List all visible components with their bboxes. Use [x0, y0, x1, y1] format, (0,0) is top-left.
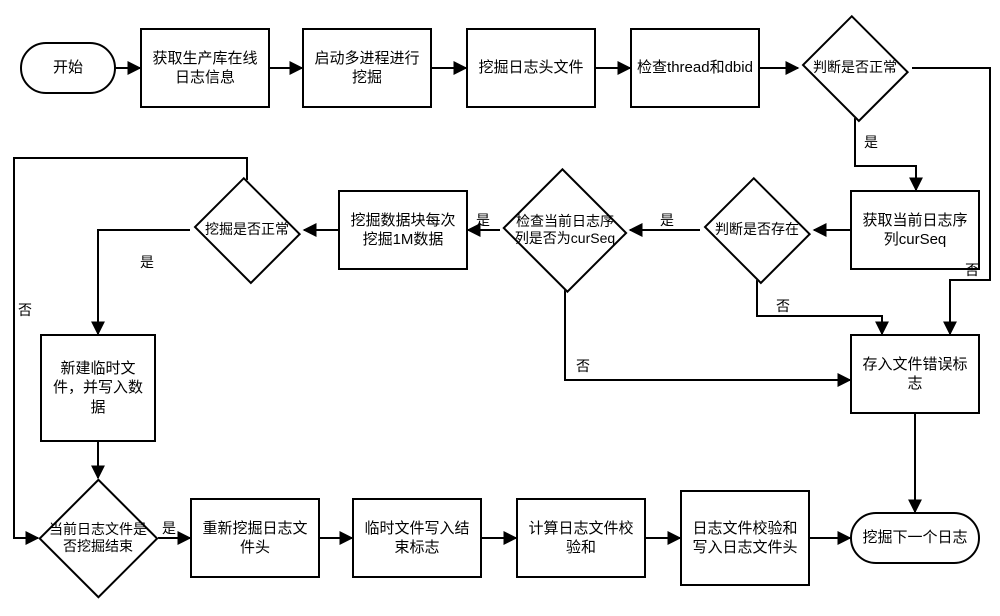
node-next_log: 挖掘下一个日志	[850, 512, 980, 564]
edge-5	[855, 118, 916, 190]
node-temp_write: 临时文件写入结束标志	[352, 498, 482, 578]
node-start_proc: 启动多进程进行挖掘	[302, 28, 432, 108]
node-label: 开始	[53, 58, 83, 78]
node-cur_end: 当前日志文件是否挖掘结束	[38, 478, 158, 598]
node-label: 判断是否正常	[807, 59, 902, 77]
node-label: 计算日志文件校验和	[522, 519, 640, 558]
node-label: 获取当前日志序列curSeq	[856, 211, 974, 250]
node-mine_header: 挖掘日志头文件	[466, 28, 596, 108]
node-re_mine: 重新挖掘日志文件头	[190, 498, 320, 578]
node-start: 开始	[20, 42, 116, 94]
edge-12	[565, 290, 850, 380]
node-label: 启动多进程进行挖掘	[308, 49, 426, 88]
node-label: 检查thread和dbid	[637, 58, 753, 78]
node-check_curseq: 检查当前日志序列是否为curSeq	[500, 170, 630, 290]
node-calc_check: 计算日志文件校验和	[516, 498, 646, 578]
edge-label-13: 是	[140, 252, 154, 272]
node-get_prod: 获取生产库在线日志信息	[140, 28, 270, 108]
edge-label-16: 是	[162, 518, 176, 538]
node-label: 新建临时文件，并写入数据	[46, 359, 150, 418]
node-label: 存入文件错误标志	[856, 355, 974, 394]
node-label: 重新挖掘日志文件头	[196, 519, 314, 558]
edge-label-9: 是	[476, 210, 490, 230]
edge-label-11: 否	[776, 296, 790, 316]
edge-label-8: 是	[660, 210, 674, 230]
node-label: 挖掘下一个日志	[862, 528, 967, 548]
node-label: 临时文件写入结束标志	[358, 519, 476, 558]
node-label: 判断是否存在	[709, 221, 804, 239]
node-is_exist: 判断是否存在	[700, 180, 814, 280]
node-new_temp: 新建临时文件，并写入数据	[40, 334, 156, 442]
node-label: 挖掘是否正常	[199, 221, 294, 239]
edge-label-14: 否	[18, 300, 32, 320]
edge-13	[98, 230, 190, 334]
node-check_thread: 检查thread和dbid	[630, 28, 760, 108]
node-label: 检查当前日志序列是否为curSeq	[510, 213, 620, 248]
node-label: 当前日志文件是否挖掘结束	[48, 521, 149, 556]
edge-label-6: 否	[965, 260, 979, 280]
node-label: 日志文件校验和写入日志文件头	[686, 519, 804, 558]
node-write_check: 日志文件校验和写入日志文件头	[680, 490, 810, 586]
node-label: 获取生产库在线日志信息	[146, 49, 264, 88]
node-get_curseq: 获取当前日志序列curSeq	[850, 190, 980, 270]
node-label: 挖掘数据块每次挖掘1M数据	[344, 211, 462, 250]
node-file_err: 存入文件错误标志	[850, 334, 980, 414]
edge-label-5: 是	[864, 132, 878, 152]
node-label: 挖掘日志头文件	[478, 58, 583, 78]
node-mine_block: 挖掘数据块每次挖掘1M数据	[338, 190, 468, 270]
edge-label-12: 否	[576, 356, 590, 376]
node-mine_normal: 挖掘是否正常	[190, 180, 304, 280]
node-is_normal: 判断是否正常	[798, 18, 912, 118]
